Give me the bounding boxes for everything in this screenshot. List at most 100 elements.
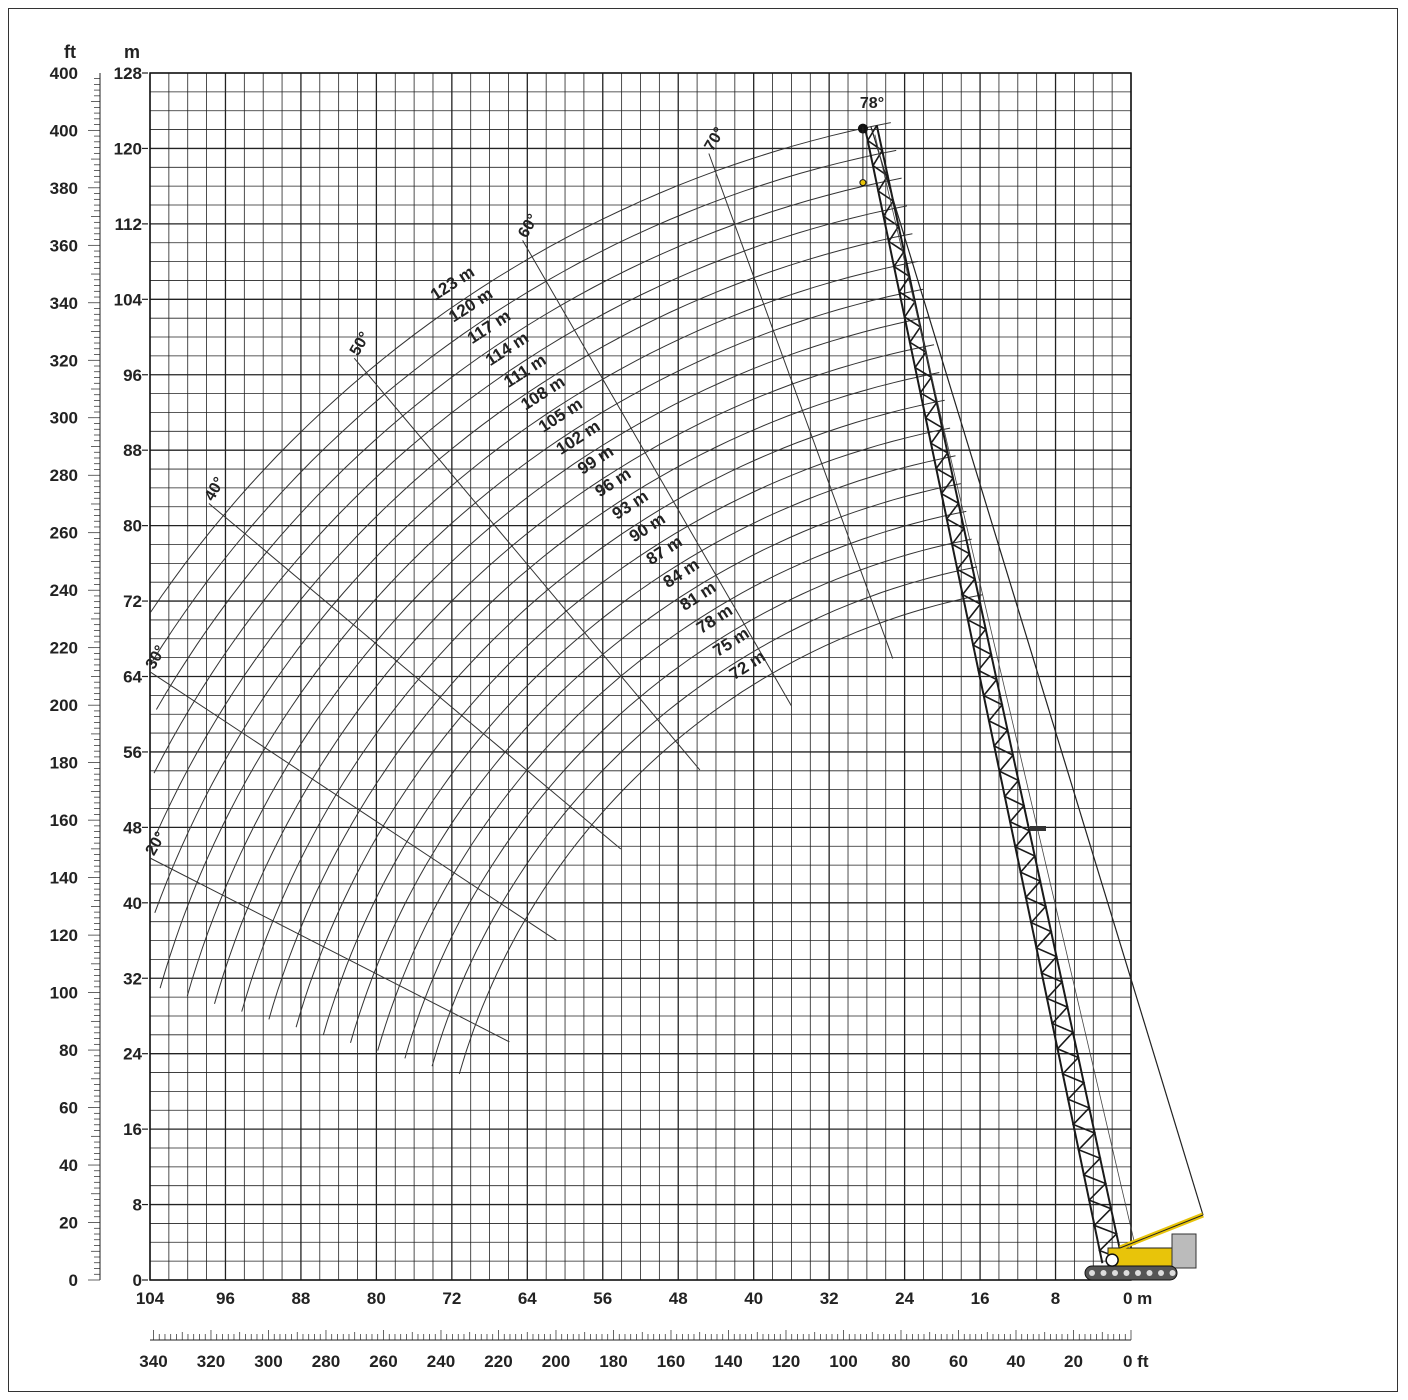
jib-curve-108m: [154, 260, 918, 913]
angle-label: 70°: [702, 125, 729, 154]
x-tick-ft: 100: [829, 1352, 857, 1371]
y-tick-m: 8: [133, 1196, 142, 1215]
angle-label: 20°: [143, 829, 170, 858]
y-tick-ft: 140: [50, 869, 78, 888]
x-tick-ft: 300: [254, 1352, 282, 1371]
x-tick-ft: 60: [949, 1352, 968, 1371]
y-tick-ft: 400: [50, 64, 78, 83]
pendant-line: [870, 126, 1204, 1216]
y-tick-m: 48: [123, 818, 142, 837]
y-tick-ft: 60: [59, 1099, 78, 1118]
x-tick-ft: 320: [197, 1352, 225, 1371]
boom-foot: [1105, 1253, 1119, 1267]
jib-curve-87m: [322, 455, 956, 1036]
jib-curve-84m: [350, 483, 962, 1043]
crawler-track: [1084, 1265, 1178, 1281]
y-tick-m: 120: [114, 139, 142, 158]
x-tick-ft: 340: [139, 1352, 167, 1371]
jib-curve-90m: [295, 427, 951, 1028]
angle-label: 60°: [515, 211, 542, 240]
counterweight: [1171, 1233, 1197, 1269]
x-tick-ft: 80: [892, 1352, 911, 1371]
x-tick-m: 104: [136, 1289, 165, 1308]
y-tick-m: 32: [123, 969, 142, 988]
track-wheel: [1112, 1270, 1118, 1276]
track-wheel: [1123, 1270, 1130, 1276]
angle-label: 78°: [860, 95, 884, 112]
x-tick-m: 0 m: [1123, 1289, 1152, 1308]
jib-curve-117m: [155, 177, 902, 710]
x-tick-m: 48: [669, 1289, 688, 1308]
y-tick-m: 0: [133, 1271, 142, 1290]
angle-line: [353, 357, 701, 771]
jib-curve-111m: [155, 233, 913, 836]
y-tick-m: 104: [114, 290, 143, 309]
jib-curve-96m: [241, 372, 940, 1012]
angle-lines: [149, 153, 894, 1043]
axes: 0204060801001201401601802002202402602803…: [50, 42, 1153, 1371]
x-tick-m: 64: [518, 1289, 537, 1308]
y-tick-m: 88: [123, 441, 142, 460]
x-tick-ft: 120: [772, 1352, 800, 1371]
track-wheel: [1169, 1270, 1176, 1276]
mast-edge: [1119, 1214, 1204, 1249]
y-tick-ft: 220: [50, 639, 78, 658]
angle-label: 50°: [347, 329, 374, 358]
x-tick-ft: 180: [599, 1352, 627, 1371]
y-tick-m: 24: [123, 1045, 142, 1064]
jib-curve-78m: [404, 538, 972, 1059]
x-tick-ft: 20: [1064, 1352, 1083, 1371]
track-wheel: [1146, 1270, 1153, 1276]
jib-curve-81m: [377, 510, 967, 1051]
x-tick-ft: 200: [542, 1352, 570, 1371]
y-tick-ft: 400: [50, 121, 78, 140]
pendant-line: [874, 134, 1136, 1246]
track-wheel: [1089, 1270, 1095, 1276]
x-tick-m: 72: [442, 1289, 461, 1308]
y-tick-m: 40: [123, 894, 142, 913]
x-tick-m: 40: [744, 1289, 763, 1308]
x-tick-ft: 40: [1007, 1352, 1026, 1371]
jib-curve-105m: [159, 288, 924, 989]
y-tick-ft: 180: [50, 754, 78, 773]
angle-line: [149, 671, 557, 941]
y-tick-ft: 260: [50, 524, 78, 543]
y-tick-ft: 40: [59, 1156, 78, 1175]
y-tick-m: 112: [115, 215, 142, 234]
x-tick-m: 8: [1051, 1289, 1060, 1308]
boom-chord: [875, 125, 1123, 1260]
x-tick-ft: 260: [369, 1352, 397, 1371]
jib-curve-120m: [151, 149, 897, 662]
jib-curves: [149, 122, 983, 1075]
track-wheel: [1100, 1270, 1107, 1276]
angle-line: [208, 503, 622, 850]
angle-line: [149, 857, 510, 1043]
jib-curve-123m: [149, 122, 891, 613]
x-tick-ft: 280: [312, 1352, 340, 1371]
y-tick-ft: 0: [69, 1271, 78, 1290]
y-tick-ft: 360: [50, 236, 78, 255]
y-tick-m: 56: [123, 743, 142, 762]
x-tick-ft: 0 ft: [1123, 1352, 1149, 1371]
jib-curve-114m: [153, 205, 908, 774]
x-tick-ft: 140: [714, 1352, 742, 1371]
y-tick-ft: 120: [50, 926, 78, 945]
crane-illustration: [857, 123, 1204, 1281]
y-tick-m: 96: [123, 366, 142, 385]
y-tick-m: 80: [123, 517, 142, 536]
x-tick-ft: 240: [427, 1352, 455, 1371]
angle-line: [522, 240, 792, 707]
chart-frame: [8, 8, 1398, 1392]
angle-line: [708, 153, 894, 659]
y-tick-ft: 280: [50, 466, 78, 485]
y-tick-ft: 240: [50, 581, 78, 600]
jib-curve-102m: [186, 316, 929, 997]
boom-clamp: [1030, 826, 1046, 831]
y-tick-ft: 300: [50, 409, 78, 428]
y-unit-ft: ft: [64, 42, 76, 62]
x-tick-m: 88: [291, 1289, 310, 1308]
jib-curve-72m: [458, 594, 983, 1075]
y-tick-ft: 320: [50, 351, 78, 370]
grid: [149, 72, 1132, 1281]
